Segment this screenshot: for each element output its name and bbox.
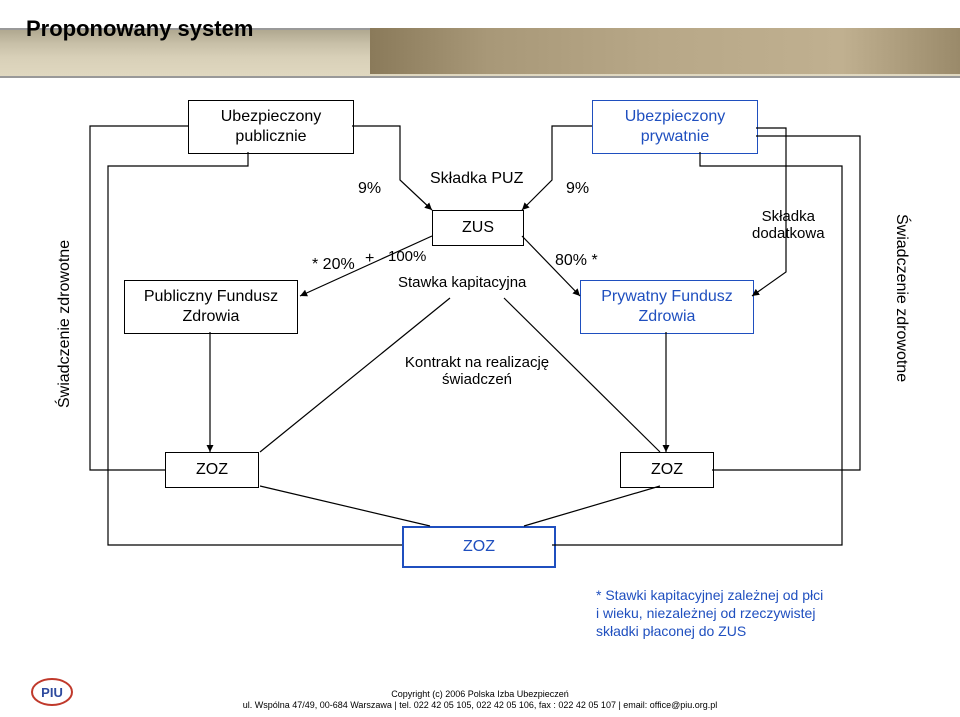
side-label-left: Świadczenie zdrowotne <box>56 240 74 408</box>
logo-piu: PIU <box>30 677 74 707</box>
label-plus: + <box>365 250 374 268</box>
label-100pct: 100% <box>388 248 426 265</box>
label-kontrakt: Kontrakt na realizacjęświadczeń <box>392 354 562 388</box>
box-publiczny-fundusz: Publiczny FunduszZdrowia <box>124 280 298 334</box>
header-image-placeholder <box>370 28 960 74</box>
box-ubezpieczony-prywatnie: Ubezpieczonyprywatnie <box>592 100 758 154</box>
box-prywatny-fundusz: Prywatny FunduszZdrowia <box>580 280 754 334</box>
side-label-right: Świadczenie zdrowotne <box>892 214 910 382</box>
label-9pct-a: 9% <box>358 180 381 198</box>
footnote: * Stawki kapitacyjnej zależnej od płci i… <box>596 586 823 641</box>
box-ubezpieczony-publicznie: Ubezpieczonypublicznie <box>188 100 354 154</box>
label-skladka-dodatkowa: Składkadodatkowa <box>752 208 825 242</box>
label-stawka-kapitacyjna: Stawka kapitacyjna <box>398 274 526 291</box>
svg-text:PIU: PIU <box>41 685 63 700</box>
label-20pct: * 20% <box>312 256 355 274</box>
label-80pct: 80% * <box>555 252 598 270</box>
box-zoz-center: ZOZ <box>402 526 556 568</box>
box-zoz-right: ZOZ <box>620 452 714 488</box>
footer: Copyright (c) 2006 Polska Izba Ubezpiecz… <box>0 689 960 711</box>
page-title: Proponowany system <box>26 16 253 42</box>
label-skladka-puz: Składka PUZ <box>430 170 523 188</box>
box-zoz-left: ZOZ <box>165 452 259 488</box>
label-9pct-b: 9% <box>566 180 589 198</box>
box-zus: ZUS <box>432 210 524 246</box>
